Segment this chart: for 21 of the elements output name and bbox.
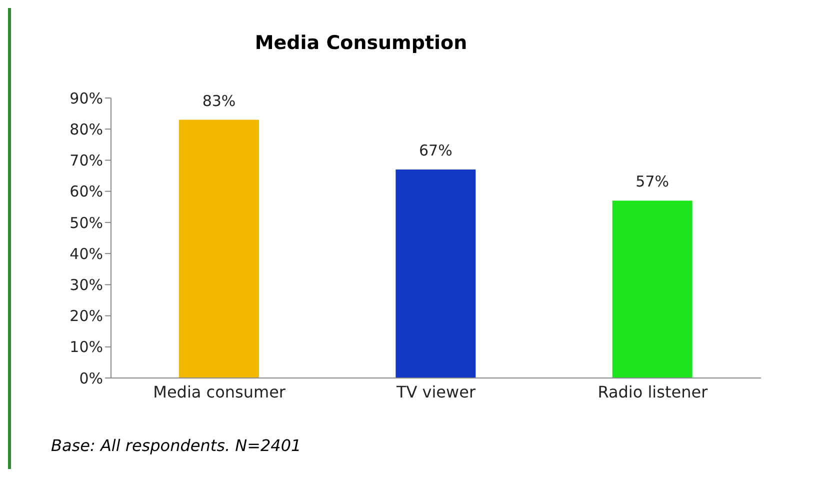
bar bbox=[396, 170, 476, 378]
chart-title: Media Consumption bbox=[254, 32, 468, 54]
bar bbox=[179, 120, 259, 378]
data-label: 83% bbox=[202, 92, 236, 110]
x-tick-label: Media consumer bbox=[153, 382, 286, 402]
y-tick-label: 80% bbox=[70, 120, 103, 138]
data-label: 57% bbox=[636, 172, 670, 191]
y-tick-label: 60% bbox=[70, 182, 103, 201]
y-tick-label: 40% bbox=[70, 244, 103, 263]
bar bbox=[612, 200, 692, 378]
y-tick-label: 20% bbox=[70, 307, 103, 326]
y-tick-label: 70% bbox=[70, 152, 103, 170]
x-tick-label: Radio listener bbox=[598, 382, 708, 402]
y-tick-label: 10% bbox=[70, 338, 103, 356]
text: Base: All respondents. N=2401 bbox=[51, 436, 302, 455]
x-tick-label: TV viewer bbox=[395, 382, 476, 402]
y-tick-label: 50% bbox=[70, 214, 103, 232]
data-label: 67% bbox=[418, 142, 452, 160]
y-tick-label: 90% bbox=[70, 89, 103, 108]
y-tick-label: 30% bbox=[70, 276, 103, 294]
y-tick-label: 0% bbox=[79, 369, 103, 388]
